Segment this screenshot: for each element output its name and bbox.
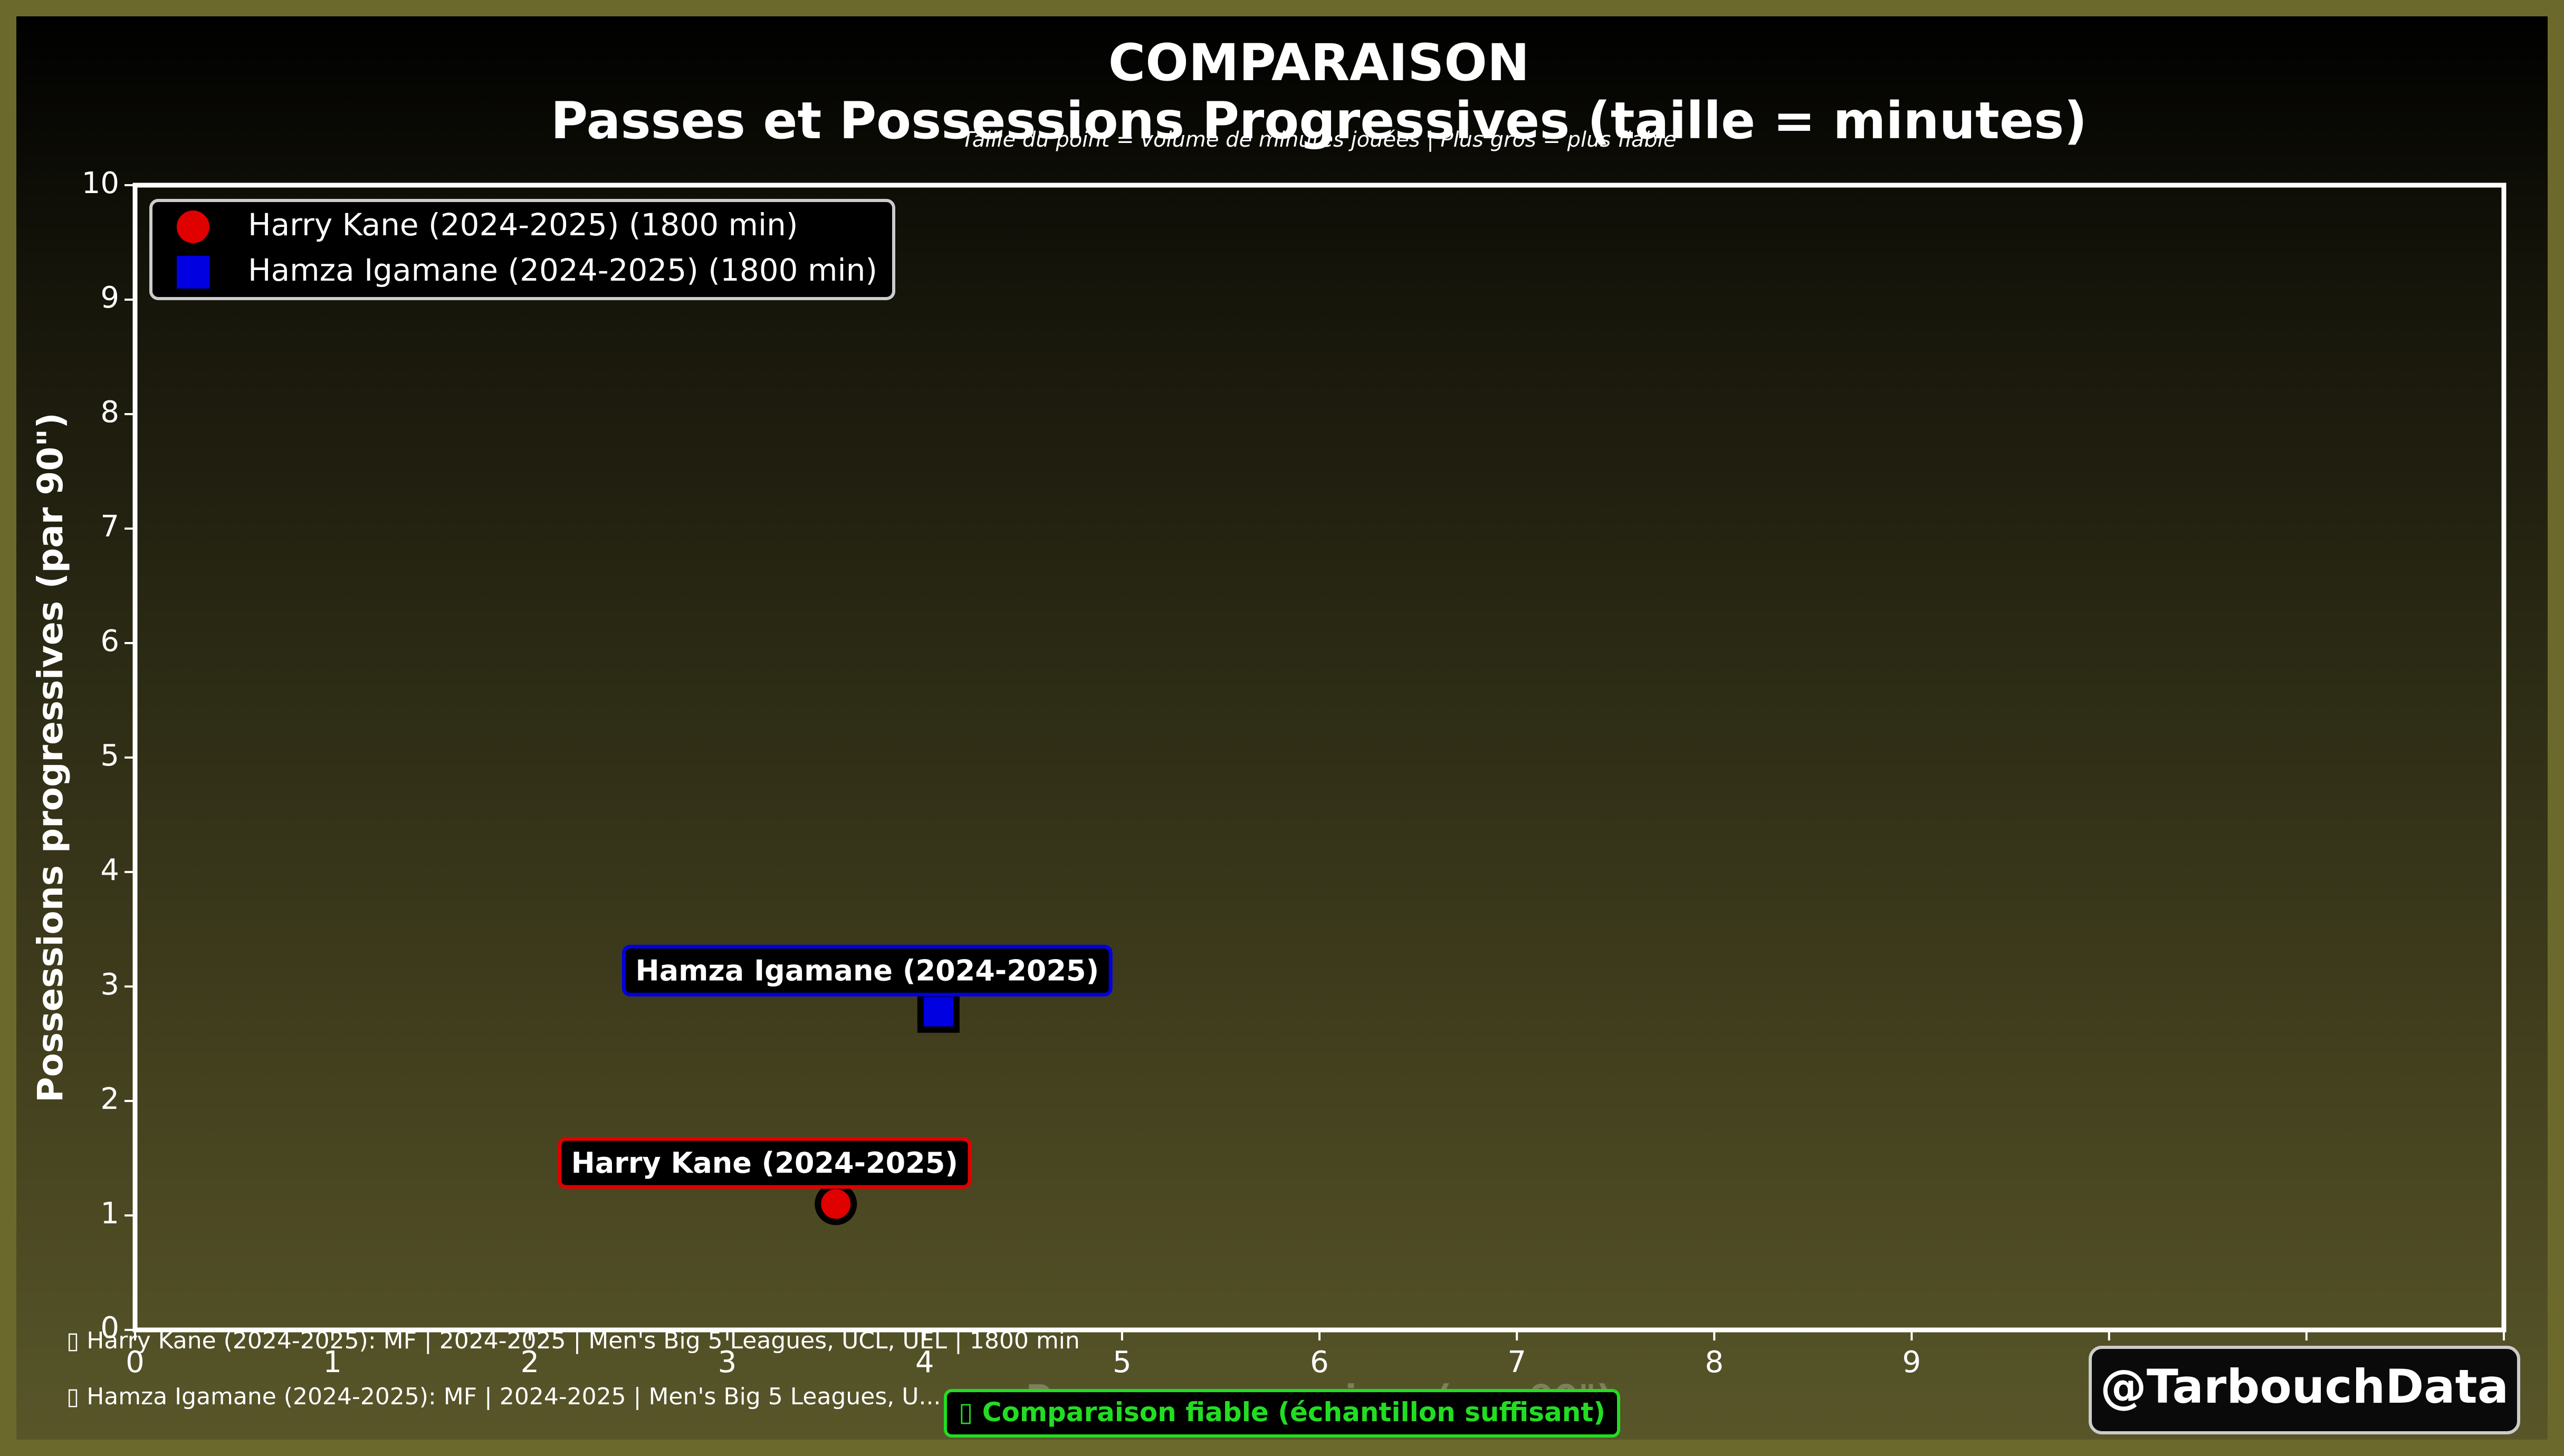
y-tick-label: 9 <box>100 281 119 315</box>
data-points: Harry Kane (2024-2025) Hamza Igamane (202… <box>558 944 1113 1225</box>
handle-box <box>2089 1346 2520 1434</box>
handle-text: @TarbouchData <box>2100 1359 2509 1414</box>
x-tick-label: 7 <box>1507 1345 1526 1380</box>
x-tick-label: 3 <box>718 1345 737 1380</box>
chart-title-line2: Passes et Possessions Progressives (tail… <box>551 91 2087 150</box>
badge-box <box>944 1389 1620 1438</box>
legend: Harry Kane (2024-2025) (1800 min) Hamza … <box>149 199 895 300</box>
y-tick-label: 0 <box>100 1311 119 1345</box>
x-tick-label: 6 <box>1310 1345 1329 1380</box>
y-tick-label: 5 <box>100 739 119 773</box>
x-tick-label: 2 <box>521 1345 540 1380</box>
data-point-label-box-1 <box>622 944 1113 997</box>
y-tick-label: 4 <box>100 853 119 887</box>
legend-entry-kane: Harry Kane (2024-2025) (1800 min) <box>248 207 798 243</box>
x-tick-label: 9 <box>1902 1345 1921 1380</box>
plot-area-frame <box>132 183 2506 1333</box>
y-tick-label: 10 <box>82 166 119 200</box>
x-tick-label: 5 <box>1113 1345 1132 1380</box>
x-tick-label: 8 <box>1705 1345 1724 1380</box>
watermark-handle: @TarbouchData <box>2089 1346 2520 1434</box>
footer-note-kane: ▯ Harry Kane (2024-2025): MF | 2024-2025… <box>66 1327 1080 1354</box>
chart-title-line1: COMPARAISON <box>1108 33 1529 92</box>
legend-marker-igamane <box>177 256 209 289</box>
x-tick-label: 0 <box>126 1345 145 1380</box>
footer-note-igamane: ▯ Hamza Igamane (2024-2025): MF | 2024-2… <box>66 1383 941 1410</box>
data-point-label-1: Hamza Igamane (2024-2025) <box>636 954 1099 987</box>
data-point-label-box-0 <box>558 1137 972 1189</box>
y-tick-label: 3 <box>100 968 119 1002</box>
legend-box <box>149 199 895 300</box>
y-tick-label: 8 <box>100 395 119 429</box>
badge-text: ▯ Comparaison fiable (échantillon suffis… <box>959 1397 1605 1428</box>
x-tick-label: 1 <box>323 1345 342 1380</box>
y-tick-label: 2 <box>100 1082 119 1116</box>
y-tick-label: 1 <box>100 1196 119 1231</box>
data-point-1 <box>917 990 960 1033</box>
y-axis-label: Possessions progressives (par 90") <box>30 413 71 1103</box>
legend-marker-kane <box>177 210 209 243</box>
data-point-label-0: Harry Kane (2024-2025) <box>571 1146 958 1180</box>
data-point-0 <box>815 1183 857 1225</box>
chart-subtitle: Taille du point = volume de minutes joué… <box>961 128 1676 152</box>
legend-entry-igamane: Hamza Igamane (2024-2025) (1800 min) <box>248 252 877 288</box>
y-tick-label: 7 <box>100 510 119 544</box>
x-tick-label: 4 <box>915 1345 934 1380</box>
y-axis-ticks: 0 1 2 3 4 5 6 7 8 9 10 <box>82 166 135 1345</box>
y-tick-label: 6 <box>100 624 119 658</box>
reliability-badge: ▯ Comparaison fiable (échantillon suffis… <box>944 1389 1620 1438</box>
